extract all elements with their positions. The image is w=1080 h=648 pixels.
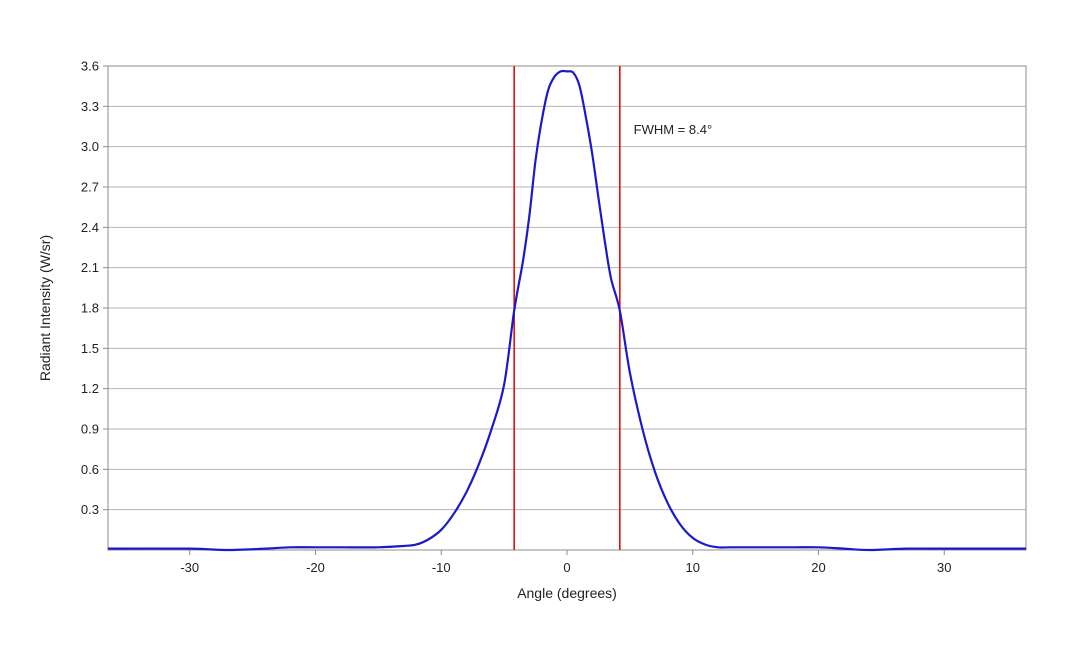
y-tick-label: 3.6 bbox=[81, 59, 99, 74]
y-tick-label: 0.6 bbox=[81, 462, 99, 477]
y-tick-label: 1.8 bbox=[81, 301, 99, 316]
y-tick-label: 1.5 bbox=[81, 341, 99, 356]
y-tick-label: 3.3 bbox=[81, 99, 99, 114]
y-tick-label: 1.2 bbox=[81, 381, 99, 396]
x-tick-label: 20 bbox=[811, 560, 825, 575]
x-tick-label: -20 bbox=[306, 560, 325, 575]
y-tick-label: 2.4 bbox=[81, 220, 99, 235]
x-tick-label: 30 bbox=[937, 560, 951, 575]
x-axis-label: Angle (degrees) bbox=[517, 585, 617, 601]
y-axis-label: Radiant Intensity (W/sr) bbox=[37, 235, 53, 381]
fwhm-annotation: FWHM = 8.4° bbox=[634, 122, 713, 137]
y-axis-ticks: 0.3 0.6 0.9 1.2 1.5 1.8 2.1 2.4 2.7 3.0 3.3 3.6 bbox=[81, 59, 108, 517]
x-tick-label: 10 bbox=[686, 560, 700, 575]
grid bbox=[108, 65, 1026, 511]
y-tick-label: 2.7 bbox=[81, 180, 99, 195]
intensity-curve bbox=[107, 69, 1026, 552]
x-tick-label: 0 bbox=[563, 560, 570, 575]
annotations: FWHM = 8.4° bbox=[634, 122, 713, 137]
x-axis-ticks: -30 -20 -10 0 10 20 30 bbox=[180, 550, 951, 575]
y-tick-label: 2.1 bbox=[81, 260, 99, 275]
x-tick-label: -30 bbox=[180, 560, 199, 575]
series bbox=[107, 69, 1026, 552]
y-tick-label: 3.0 bbox=[81, 139, 99, 154]
y-tick-label: 0.3 bbox=[81, 502, 99, 517]
y-tick-label: 0.9 bbox=[81, 422, 99, 437]
x-tick-label: -10 bbox=[432, 560, 451, 575]
